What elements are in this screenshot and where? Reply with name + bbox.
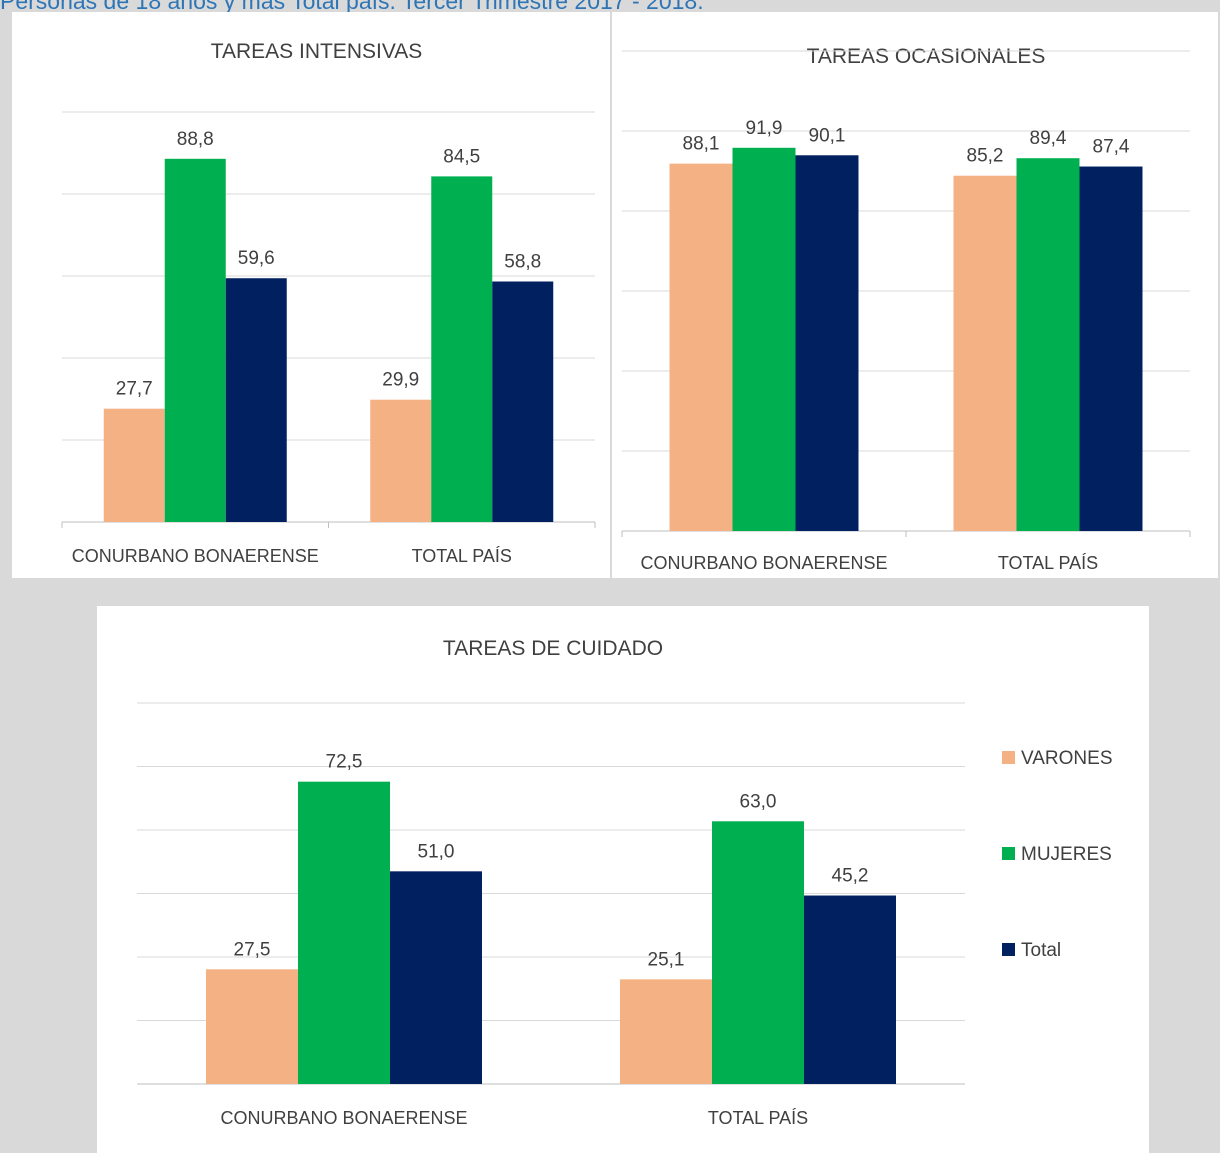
data-label: 90,1 bbox=[809, 125, 846, 146]
legend-label-varones: VARONES bbox=[1021, 748, 1113, 769]
data-label: 85,2 bbox=[967, 146, 1004, 167]
bar-varones-conurbano-bonaerense bbox=[103, 408, 165, 522]
x-tick-label: CONURBANO BONAERENSE bbox=[220, 1108, 467, 1128]
data-label: 29,9 bbox=[382, 370, 419, 391]
bar-mujeres-conurbano-bonaerense bbox=[164, 158, 226, 523]
chart-panel-tareas-de-cuidado: TAREAS DE CUIDADO CONURBANO BONAERENSE 27,… bbox=[97, 606, 1149, 1153]
bar-varones-total-pais bbox=[620, 979, 712, 1084]
chart-tareas-de-cuidado: TAREAS DE CUIDADO CONURBANO BONAERENSE 27,… bbox=[137, 637, 1113, 1128]
bar-total-total-pais bbox=[1079, 166, 1143, 532]
bar-varones-total-pais bbox=[370, 399, 432, 522]
data-label: 25,1 bbox=[648, 949, 685, 970]
bar-varones-conurbano-bonaerense bbox=[669, 163, 733, 532]
legend-label-total: Total bbox=[1021, 940, 1061, 961]
figure-caption: Personas de 18 años y más Total país. Te… bbox=[0, 0, 704, 14]
data-label: 59,6 bbox=[238, 248, 275, 269]
chart-tareas-ocasionales: TAREAS OCASIONALES CONURBANO BONAERENSE 88… bbox=[621, 45, 1191, 573]
data-label: 72,5 bbox=[326, 752, 363, 773]
x-tick-label: TOTAL PAÍS bbox=[998, 553, 1098, 573]
bar-mujeres-conurbano-bonaerense bbox=[732, 147, 796, 532]
chart-title: TAREAS DE CUIDADO bbox=[443, 637, 663, 660]
bar-mujeres-total-pais bbox=[1016, 158, 1080, 531]
legend-swatch-mujeres bbox=[1002, 847, 1015, 860]
bar-total-conurbano-bonaerense bbox=[795, 155, 859, 531]
data-label: 89,4 bbox=[1030, 128, 1067, 149]
bar-varones-conurbano-bonaerense bbox=[206, 969, 298, 1084]
bar-total-conurbano-bonaerense bbox=[225, 278, 287, 522]
x-tick-label: CONURBANO BONAERENSE bbox=[640, 553, 887, 573]
x-tick-label: TOTAL PAÍS bbox=[412, 546, 512, 566]
chart-panel-tareas-ocasionales: TAREAS OCASIONALES CONURBANO BONAERENSE 88… bbox=[612, 12, 1218, 578]
data-label: 91,9 bbox=[746, 118, 783, 139]
legend-label-mujeres: MUJERES bbox=[1021, 844, 1112, 865]
data-label: 87,4 bbox=[1093, 137, 1130, 158]
bar-mujeres-total-pais bbox=[712, 821, 804, 1084]
data-label: 27,5 bbox=[234, 939, 271, 960]
data-label: 88,1 bbox=[683, 134, 720, 155]
chart-panel-tareas-intensivas: TAREAS INTENSIVAS CONURBANO BONAERENSE 27,… bbox=[12, 12, 610, 578]
chart-title: TAREAS INTENSIVAS bbox=[211, 40, 423, 63]
bar-total-total-pais bbox=[804, 895, 896, 1084]
legend-swatch-total bbox=[1002, 943, 1015, 956]
data-label: 27,7 bbox=[116, 379, 153, 400]
bar-total-conurbano-bonaerense bbox=[390, 871, 482, 1084]
chart-title: TAREAS OCASIONALES bbox=[807, 45, 1046, 68]
x-tick-label: TOTAL PAÍS bbox=[708, 1108, 808, 1128]
bar-mujeres-total-pais bbox=[431, 176, 493, 522]
bar-varones-total-pais bbox=[953, 175, 1017, 531]
x-tick-label: CONURBANO BONAERENSE bbox=[72, 546, 319, 566]
legend-swatch-varones bbox=[1002, 751, 1015, 764]
bar-mujeres-conurbano-bonaerense bbox=[298, 781, 390, 1084]
data-label: 51,0 bbox=[418, 841, 455, 862]
chart-tareas-intensivas: TAREAS INTENSIVAS CONURBANO BONAERENSE 27,… bbox=[61, 40, 596, 566]
data-label: 58,8 bbox=[504, 252, 541, 273]
bar-total-total-pais bbox=[492, 281, 554, 522]
data-label: 84,5 bbox=[443, 146, 480, 167]
data-label: 63,0 bbox=[740, 791, 777, 812]
data-label: 88,8 bbox=[177, 129, 214, 150]
data-label: 45,2 bbox=[832, 866, 869, 887]
